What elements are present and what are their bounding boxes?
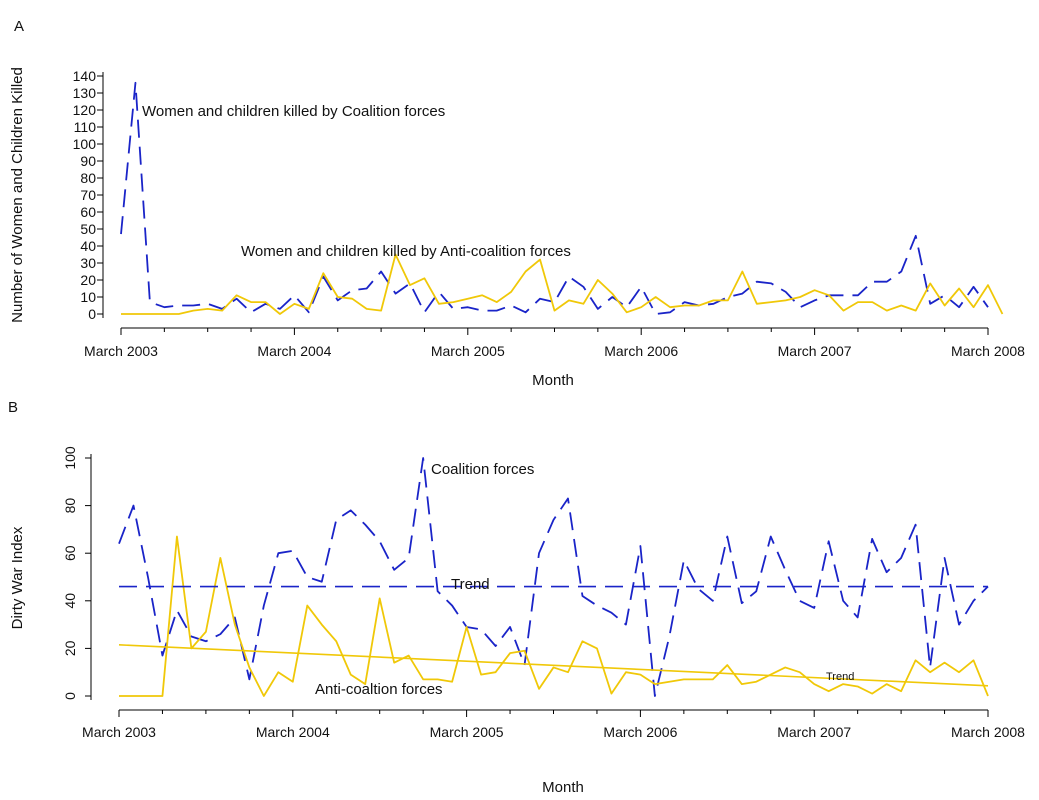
y-tick-label: 60 bbox=[80, 204, 96, 220]
y-tick-label: 0 bbox=[62, 692, 78, 700]
y-tick-label: 40 bbox=[80, 238, 96, 254]
panel-b-axes: 0 20 40 60 80 100 March 2003 March 2004 March 20… bbox=[62, 446, 1025, 740]
y-tick-label: 140 bbox=[73, 68, 97, 84]
panel-b-letter: B bbox=[8, 399, 18, 416]
y-tick-label: 110 bbox=[74, 119, 97, 135]
y-tick-label: 30 bbox=[80, 255, 96, 271]
x-tick-label: March 2007 bbox=[777, 724, 851, 740]
panel-a-annotation-anti: Women and children killed by Anti-coalit… bbox=[241, 243, 571, 260]
y-tick-label: 0 bbox=[88, 306, 96, 322]
x-tick-label: March 2005 bbox=[430, 724, 504, 740]
panel-a-letter: A bbox=[14, 18, 24, 35]
series-line-anti bbox=[119, 535, 989, 697]
panel-b-series bbox=[118, 457, 989, 697]
x-tick-label: March 2006 bbox=[603, 724, 677, 740]
panel-b-annotation-coalition: Coalition forces bbox=[431, 461, 534, 478]
panel-a-annotation-coalition: Women and children killed by Coalition f… bbox=[142, 103, 445, 120]
panel-a-series bbox=[120, 81, 1004, 315]
y-tick-label: 70 bbox=[80, 187, 96, 203]
y-tick-label: 100 bbox=[73, 136, 97, 152]
x-tick-label: March 2008 bbox=[951, 343, 1025, 359]
y-tick-label: 120 bbox=[73, 102, 97, 118]
x-tick-label: March 2004 bbox=[256, 724, 330, 740]
panel-b-annotation-anti-trend: Trend bbox=[826, 671, 854, 683]
y-tick-label: 80 bbox=[80, 170, 96, 186]
y-tick-label: 10 bbox=[80, 289, 96, 305]
y-tick-label: 130 bbox=[73, 85, 97, 101]
x-tick-label: March 2008 bbox=[951, 724, 1025, 740]
panel-b-annotation-coalition-trend: Trend bbox=[451, 576, 490, 593]
x-tick-label: March 2003 bbox=[82, 724, 156, 740]
x-tick-label: March 2003 bbox=[84, 343, 158, 359]
series-line-coalition bbox=[118, 457, 989, 697]
y-tick-label: 100 bbox=[62, 446, 78, 470]
series-line-anti bbox=[121, 253, 1004, 315]
panel-b-xlabel: Month bbox=[542, 779, 584, 796]
panel-a-ylabel: Number of Women and Children Killed bbox=[9, 67, 26, 323]
y-tick-label: 60 bbox=[62, 545, 78, 561]
x-tick-label: March 2004 bbox=[257, 343, 331, 359]
y-tick-label: 20 bbox=[62, 640, 78, 656]
x-tick-label: March 2006 bbox=[604, 343, 678, 359]
y-tick-label: 80 bbox=[62, 498, 78, 514]
panel-b: B 0 20 40 60 80 100 March 2003 March 2004 March … bbox=[8, 399, 1025, 796]
y-tick-label: 90 bbox=[80, 153, 96, 169]
y-tick-label: 20 bbox=[80, 272, 96, 288]
y-tick-label: 50 bbox=[80, 221, 96, 237]
panel-a-xlabel: Month bbox=[532, 372, 574, 389]
series-line-anti-trend bbox=[118, 644, 989, 687]
y-tick-label: 40 bbox=[62, 593, 78, 609]
panel-b-ylabel: Dirty War Index bbox=[9, 526, 26, 629]
x-tick-label: March 2007 bbox=[778, 343, 852, 359]
x-tick-label: March 2005 bbox=[431, 343, 505, 359]
series-line-coalition bbox=[120, 81, 989, 315]
panel-b-annotation-anti: Anti-coaltion forces bbox=[315, 681, 443, 698]
